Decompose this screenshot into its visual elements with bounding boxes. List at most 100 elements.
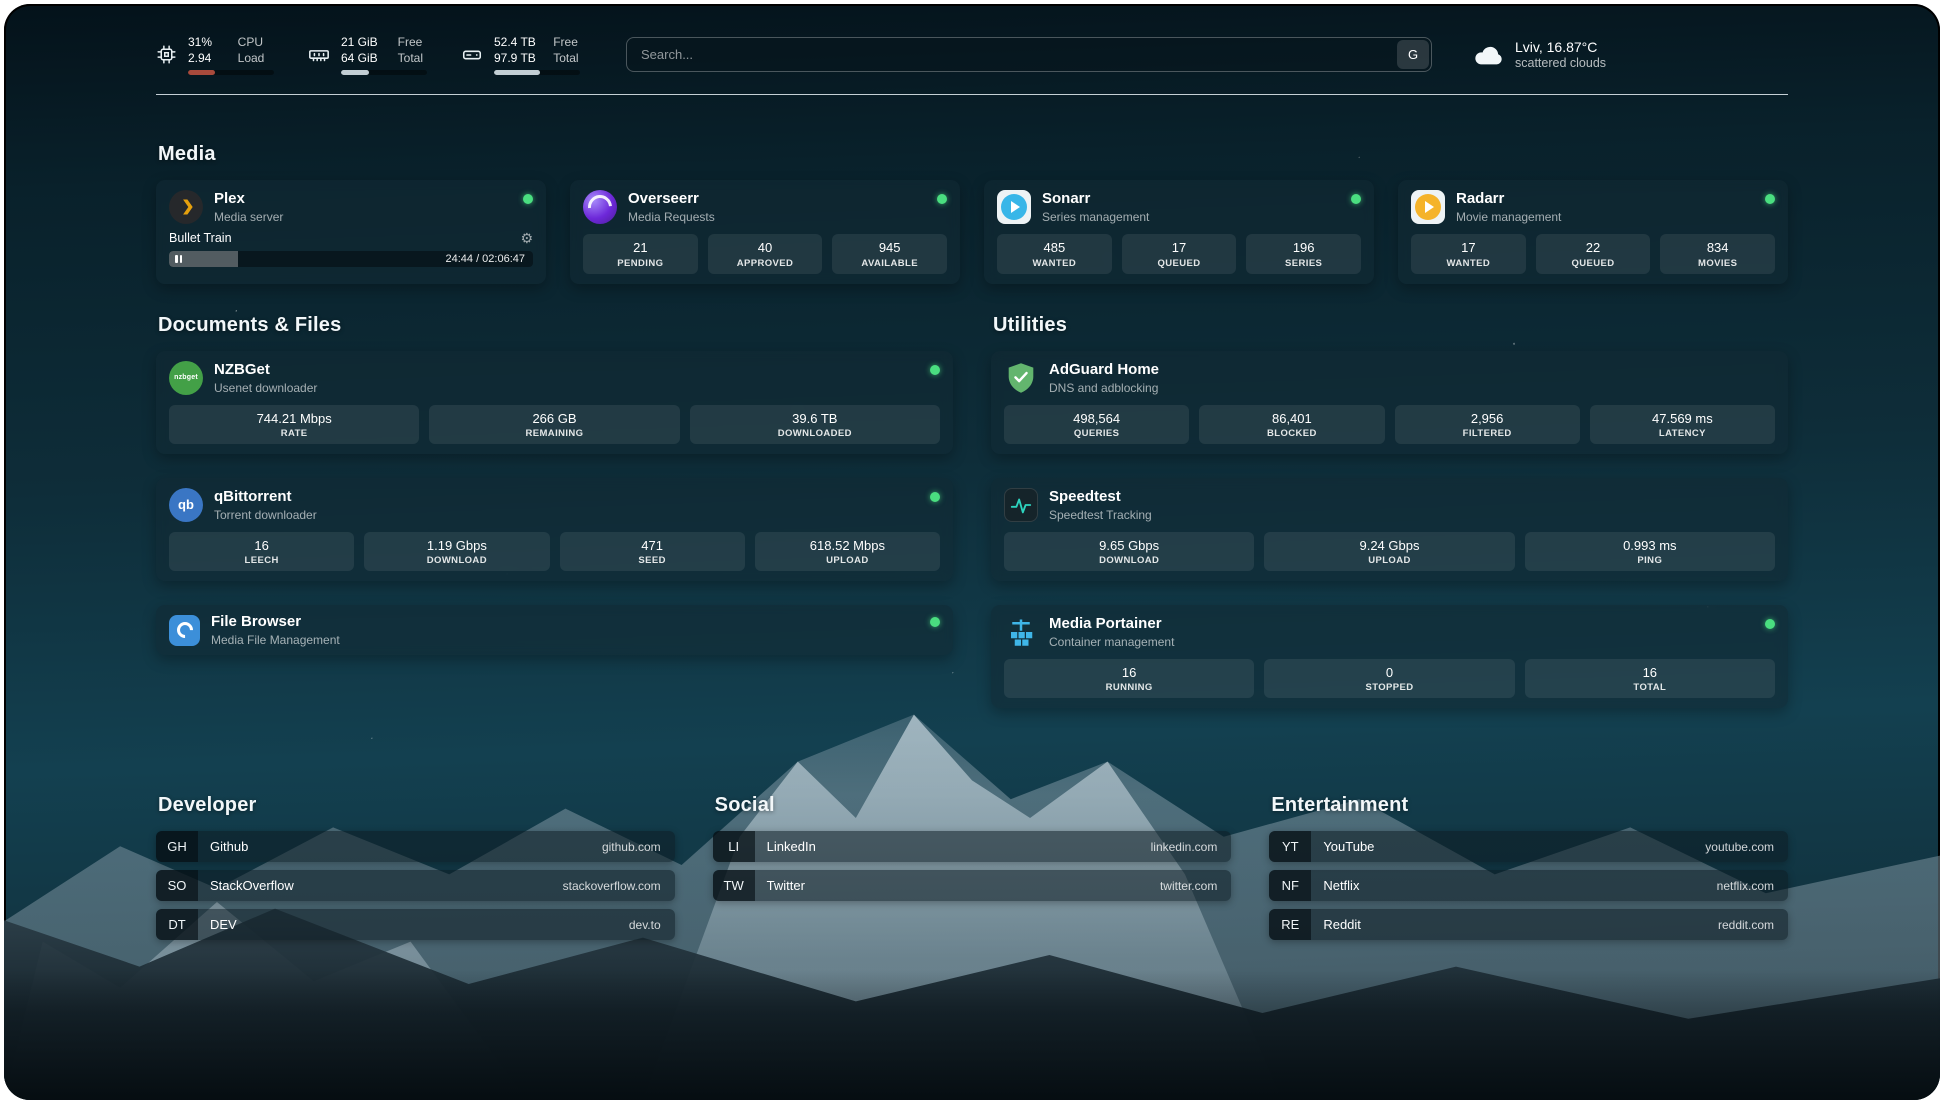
disk-free: 52.4 TB bbox=[494, 35, 536, 49]
bookmark-abbr: NF bbox=[1269, 870, 1312, 902]
card-title: NZBGet bbox=[214, 360, 270, 378]
stat-series: 196 SERIES bbox=[1246, 234, 1362, 274]
stat-rate: 744.21 Mbps RATE bbox=[169, 404, 420, 444]
pause-icon[interactable] bbox=[175, 255, 182, 264]
cpu-progress-bar bbox=[188, 70, 274, 76]
card-adguard[interactable]: AdGuard Home DNS and adblocking 498,564 Q… bbox=[991, 350, 1788, 454]
card-nzbget[interactable]: nzbget NZBGet Usenet downloader 744.21 M… bbox=[156, 350, 953, 454]
card-qbittorrent[interactable]: qb qBittorrent Torrent downloader 16 LEEC… bbox=[156, 477, 953, 582]
card-plex[interactable]: Plex Media server Bullet Train ⚙ 24:44 /… bbox=[156, 180, 546, 284]
plex-icon bbox=[169, 190, 203, 225]
bookmark-abbr: DT bbox=[156, 909, 198, 941]
card-title: AdGuard Home bbox=[1049, 360, 1160, 378]
bookmark-group-developer: Developer GH Github github.com SO StackO… bbox=[156, 794, 675, 948]
section-title-developer: Developer bbox=[158, 794, 257, 817]
disk-total: 97.9 TB bbox=[494, 51, 536, 66]
stat-wanted: 485 WANTED bbox=[997, 234, 1112, 274]
stat-stopped: 0 STOPPED bbox=[1264, 659, 1515, 699]
bookmark-url: dev.to bbox=[628, 917, 661, 932]
bookmark-github[interactable]: GH Github github.com bbox=[156, 831, 675, 863]
cloud-icon bbox=[1472, 42, 1504, 68]
card-title: Speedtest bbox=[1049, 487, 1121, 505]
playback-progress-bar: 24:44 / 02:06:47 bbox=[169, 251, 533, 268]
bookmark-url: youtube.com bbox=[1705, 839, 1774, 854]
card-subtitle: Series management bbox=[1042, 210, 1150, 225]
bookmark-url: netflix.com bbox=[1716, 878, 1774, 893]
card-title: File Browser bbox=[211, 613, 302, 631]
disk-icon bbox=[461, 44, 483, 66]
bookmark-label: LinkedIn bbox=[766, 839, 816, 855]
stat-filtered: 2,956 FILTERED bbox=[1394, 404, 1580, 444]
cpu-load: 2.94 bbox=[188, 51, 212, 66]
card-title: qBittorrent bbox=[214, 487, 292, 505]
card-subtitle: Torrent downloader bbox=[214, 507, 317, 522]
card-filebrowser[interactable]: File Browser Media File Management bbox=[156, 605, 953, 656]
card-title: Plex bbox=[214, 190, 245, 208]
cpu-percent: 31% bbox=[188, 35, 213, 49]
status-dot bbox=[523, 194, 533, 205]
bookmark-url: github.com bbox=[601, 839, 661, 854]
sonarr-icon bbox=[997, 190, 1031, 225]
bookmark-group-entertainment: Entertainment YT YouTube youtube.com NF … bbox=[1269, 794, 1788, 948]
stat-total: 16 TOTAL bbox=[1524, 659, 1775, 699]
search-provider-button[interactable]: G bbox=[1397, 40, 1429, 70]
bookmark-label: YouTube bbox=[1323, 839, 1375, 855]
disk-progress-bar bbox=[494, 70, 580, 76]
topbar: 31% CPU 2.94 Load 21 GiB bbox=[156, 34, 1788, 76]
bookmark-stackoverflow[interactable]: SO StackOverflow stackoverflow.com bbox=[156, 870, 675, 902]
qbittorrent-icon: qb bbox=[169, 487, 203, 522]
section-utilities: Utilities AdGuard Home DNS and adblockin… bbox=[991, 314, 1788, 733]
bookmark-dev[interactable]: DT DEV dev.to bbox=[156, 909, 675, 941]
section-media: Media Plex Media server bbox=[156, 143, 1788, 284]
nzbget-icon: nzbget bbox=[169, 360, 203, 395]
card-title: Sonarr bbox=[1042, 190, 1091, 208]
bookmark-label: DEV bbox=[210, 917, 237, 933]
card-sonarr[interactable]: Sonarr Series management 485 WANTED 17 QUE… bbox=[984, 180, 1374, 284]
section-title-social: Social bbox=[714, 794, 775, 817]
bookmark-netflix[interactable]: NF Netflix netflix.com bbox=[1269, 870, 1788, 902]
card-overseerr[interactable]: Overseerr Media Requests 21 PENDING 40 APP… bbox=[570, 180, 960, 284]
weather-widget: Lviv, 16.87°C scattered clouds bbox=[1472, 39, 1606, 70]
stat-available: 945 AVAILABLE bbox=[832, 234, 948, 274]
section-title-documents: Documents & Files bbox=[158, 313, 342, 336]
bookmark-label: Netflix bbox=[1323, 878, 1360, 894]
memory-progress-bar bbox=[341, 70, 427, 76]
card-subtitle: DNS and adblocking bbox=[1049, 380, 1159, 395]
card-title: Radarr bbox=[1456, 190, 1505, 208]
stat-leech: 16 LEECH bbox=[169, 531, 355, 572]
section-documents: Documents & Files nzbget NZBGet Usenet d… bbox=[156, 314, 953, 680]
disk-total-label: Total bbox=[553, 51, 579, 66]
bookmark-youtube[interactable]: YT YouTube youtube.com bbox=[1269, 831, 1788, 863]
search-input[interactable] bbox=[626, 37, 1432, 73]
card-speedtest[interactable]: Speedtest Speedtest Tracking 9.65 Gbps DO… bbox=[991, 477, 1788, 582]
stat-seed: 471 SEED bbox=[559, 531, 745, 572]
card-radarr[interactable]: Radarr Movie management 17 WANTED 22 QUEUE… bbox=[1398, 180, 1788, 284]
bookmark-url: stackoverflow.com bbox=[562, 878, 661, 893]
stat-queued: 17 QUEUED bbox=[1121, 234, 1237, 274]
bookmark-label: Twitter bbox=[766, 878, 805, 894]
bookmark-reddit[interactable]: RE Reddit reddit.com bbox=[1269, 909, 1788, 941]
bookmark-twitter[interactable]: TW Twitter twitter.com bbox=[712, 870, 1232, 902]
bookmark-url: twitter.com bbox=[1159, 878, 1218, 893]
card-subtitle: Media server bbox=[214, 210, 284, 225]
status-dot bbox=[1765, 194, 1775, 205]
stat-running: 16 RUNNING bbox=[1004, 659, 1255, 699]
stat-upload: 9.24 Gbps UPLOAD bbox=[1264, 531, 1515, 572]
filebrowser-icon bbox=[169, 614, 200, 646]
stat-latency: 47.569 ms LATENCY bbox=[1589, 404, 1775, 444]
settings-gear-icon[interactable]: ⚙ bbox=[520, 230, 533, 247]
card-portainer[interactable]: Media Portainer Container management 16 R… bbox=[991, 605, 1788, 709]
status-dot bbox=[1351, 194, 1361, 205]
stat-pending: 21 PENDING bbox=[583, 234, 698, 274]
cpu-percent-label: CPU bbox=[237, 35, 263, 49]
section-title-media: Media bbox=[158, 143, 216, 166]
bookmark-url: linkedin.com bbox=[1150, 839, 1218, 854]
bookmark-abbr: GH bbox=[156, 831, 198, 863]
card-subtitle: Container management bbox=[1049, 635, 1175, 650]
bookmark-linkedin[interactable]: LI LinkedIn linkedin.com bbox=[712, 831, 1232, 863]
status-dot bbox=[930, 491, 940, 502]
cpu-load-label: Load bbox=[237, 51, 265, 66]
bookmark-abbr: LI bbox=[712, 831, 755, 863]
cpu-icon bbox=[156, 44, 177, 65]
memory-free-label: Free bbox=[397, 35, 423, 49]
